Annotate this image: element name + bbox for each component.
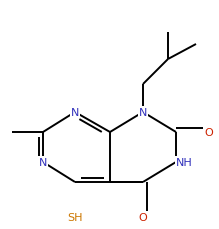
Text: N: N xyxy=(71,108,79,117)
Text: O: O xyxy=(204,128,213,137)
Text: SH: SH xyxy=(67,212,83,222)
Text: N: N xyxy=(39,157,47,167)
Text: N: N xyxy=(139,108,147,117)
Text: NH: NH xyxy=(176,157,193,167)
Text: O: O xyxy=(139,212,147,222)
